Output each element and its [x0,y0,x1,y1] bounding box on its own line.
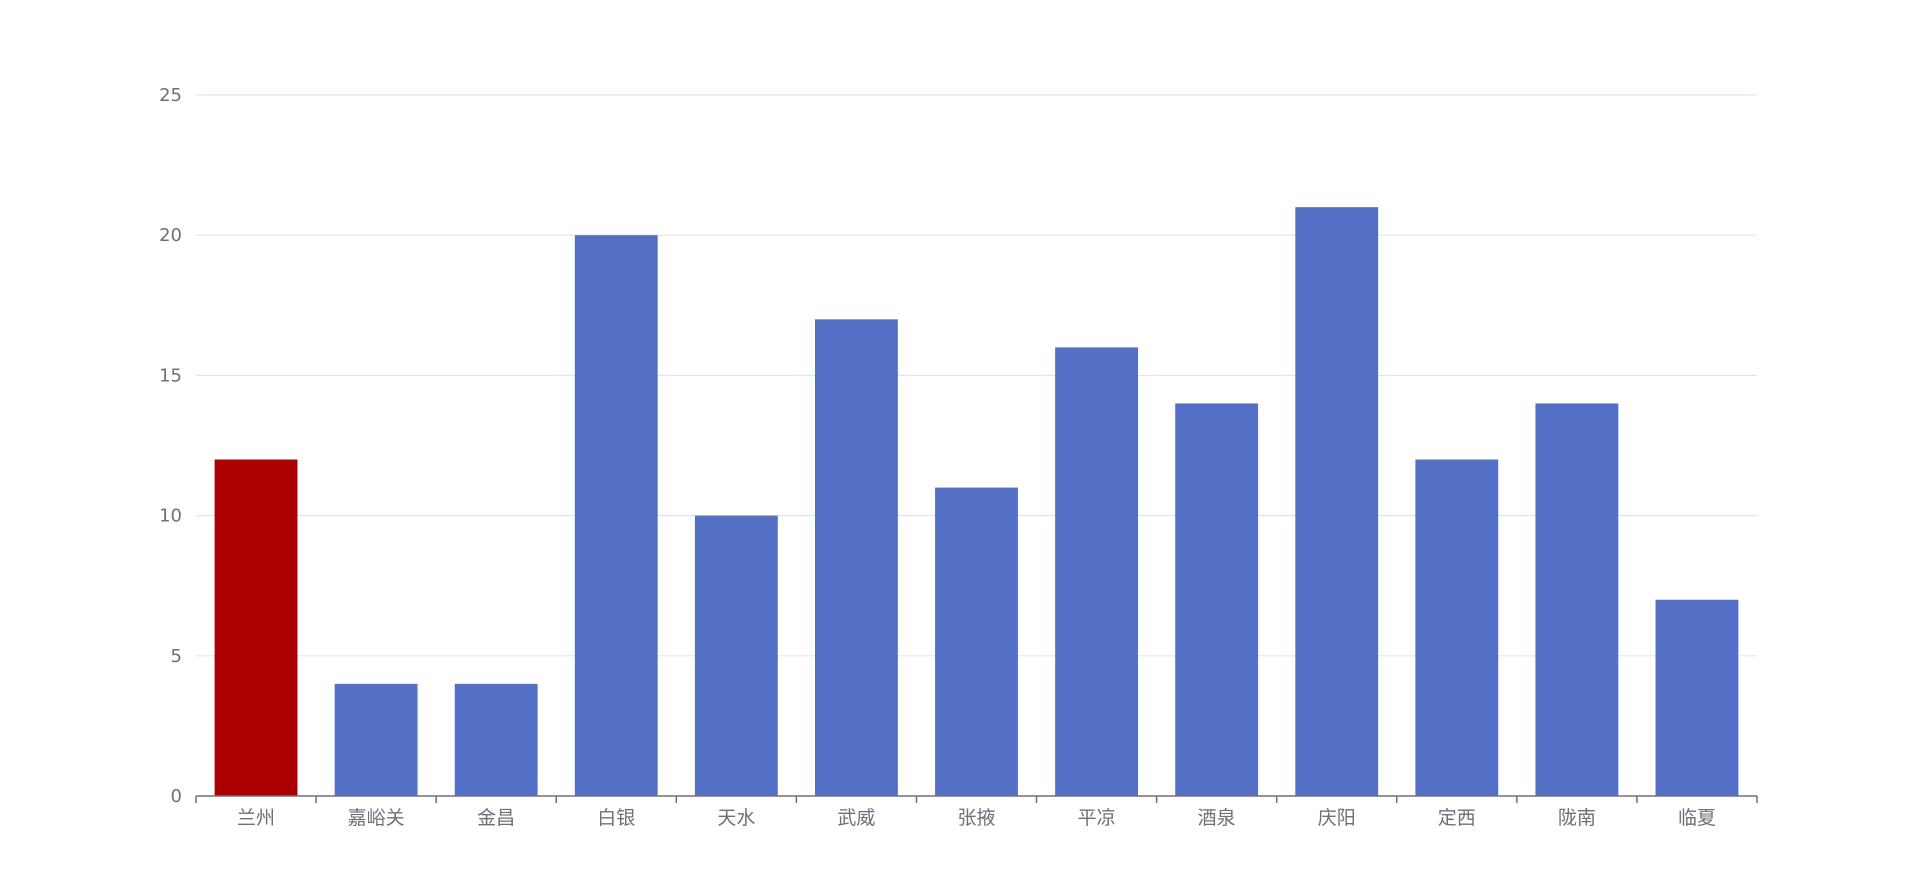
bar-定西[interactable] [1415,459,1499,796]
x-category-label: 平凉 [1078,807,1116,829]
x-category-label: 张掖 [957,807,995,829]
bar-白银[interactable] [574,235,658,796]
bar-平凉[interactable] [1055,347,1139,796]
bar-金昌[interactable] [454,683,538,796]
bar-天水[interactable] [694,515,778,796]
x-category-label: 定西 [1438,807,1476,829]
y-tick-label: 5 [171,646,182,667]
bar-嘉峪关[interactable] [334,683,418,796]
bar-张掖[interactable] [935,487,1018,796]
x-category-label: 酒泉 [1198,807,1236,829]
x-category-label: 庆阳 [1318,807,1356,829]
x-category-label: 武威 [837,807,875,829]
bar-武威[interactable] [814,319,898,796]
x-category-label: 白银 [597,807,635,829]
x-category-label: 嘉峪关 [348,807,405,829]
y-tick-label: 20 [159,225,182,246]
x-category-label: 陇南 [1558,807,1596,829]
y-tick-label: 0 [171,786,182,807]
bar-临夏[interactable] [1655,599,1739,796]
x-category-label: 临夏 [1678,807,1716,829]
bar-兰州[interactable] [214,459,298,796]
x-axis [195,795,1758,803]
bar-酒泉[interactable] [1175,403,1259,796]
y-tick-label: 15 [159,365,182,386]
bar-陇南[interactable] [1535,403,1619,796]
bar-庆阳[interactable] [1295,207,1379,796]
x-axis-category-labels: 兰州 嘉峪关 金昌 白银 天水 武威 张掖 平凉 酒泉 庆阳 定西 陇南 临夏 [237,807,1716,829]
y-tick-label: 25 [159,85,182,106]
y-tick-label: 10 [159,506,182,527]
x-category-label: 兰州 [237,807,275,829]
bars [214,207,1739,796]
x-category-label: 天水 [717,807,755,829]
x-category-label: 金昌 [477,807,515,829]
y-axis-tick-labels: 0 5 10 15 20 25 [159,85,182,807]
